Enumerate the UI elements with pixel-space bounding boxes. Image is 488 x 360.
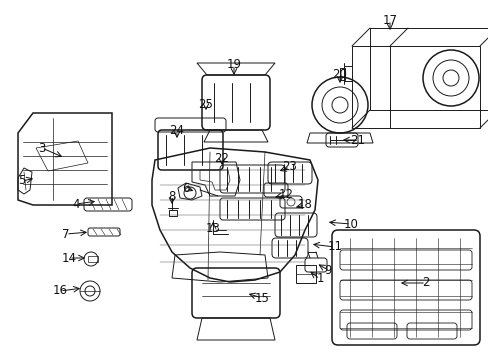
Text: 10: 10 (343, 217, 358, 230)
Text: 12: 12 (278, 189, 293, 202)
Text: 14: 14 (61, 252, 76, 265)
Text: 17: 17 (382, 13, 397, 27)
Text: 18: 18 (297, 198, 312, 211)
Text: 2: 2 (421, 276, 429, 289)
Text: 5: 5 (18, 175, 26, 188)
Text: 22: 22 (214, 152, 229, 165)
Text: 8: 8 (168, 189, 175, 202)
Bar (369, 28, 488, 110)
Bar (169, 210, 177, 216)
Text: 16: 16 (52, 284, 67, 297)
Text: 25: 25 (198, 99, 213, 112)
Bar (295, 265, 315, 283)
Text: 6: 6 (182, 181, 189, 194)
Text: 7: 7 (62, 228, 70, 240)
Text: 4: 4 (72, 198, 80, 211)
Text: 20: 20 (332, 68, 347, 81)
Text: 19: 19 (226, 58, 241, 72)
Text: 15: 15 (254, 292, 269, 305)
Text: 11: 11 (327, 240, 342, 253)
Text: 23: 23 (282, 161, 297, 174)
Text: 9: 9 (324, 264, 331, 276)
Text: 13: 13 (205, 221, 220, 234)
Text: 1: 1 (316, 273, 323, 285)
Text: 24: 24 (169, 125, 184, 138)
Text: 21: 21 (350, 134, 365, 147)
Text: 3: 3 (38, 141, 45, 154)
Bar (351, 46, 479, 128)
Bar (339, 68, 345, 80)
Bar (88, 256, 98, 262)
